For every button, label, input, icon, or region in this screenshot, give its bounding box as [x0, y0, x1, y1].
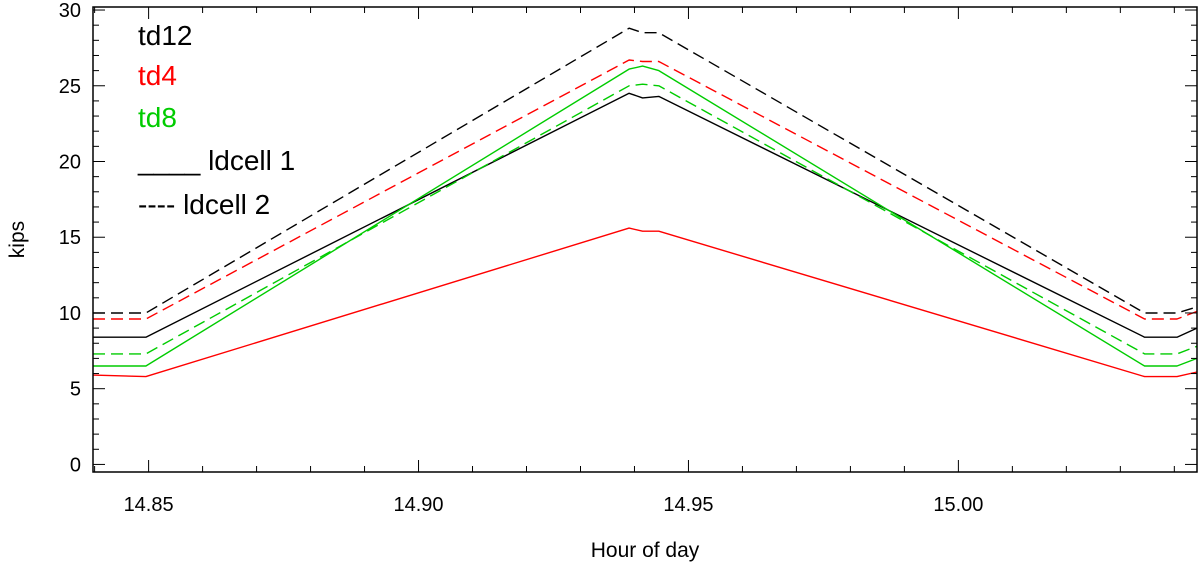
y-tick-label: 20	[59, 151, 81, 173]
y-tick-label: 25	[59, 76, 81, 98]
series-line-3	[92, 227, 1198, 378]
series-line-5	[93, 65, 1198, 367]
x-tick-label: 14.85	[124, 494, 174, 516]
series-line-4	[93, 59, 1198, 320]
legend-entry-td12: td12	[138, 20, 193, 51]
y-tick-label: 5	[70, 379, 81, 401]
series-line-6	[93, 83, 1198, 355]
x-axis-title: Hour of day	[591, 539, 700, 562]
series-line-1	[93, 92, 1198, 338]
x-tick-label: 14.95	[663, 494, 713, 516]
series-lines	[92, 27, 1198, 378]
series-line-2	[93, 27, 1198, 314]
y-tick-label: 0	[70, 454, 81, 476]
legend-entry-td8: td8	[138, 102, 177, 133]
y-tick-label: 15	[59, 227, 81, 249]
y-axis: 0 5 10 15 20 25 30	[59, 0, 1197, 476]
y-tick-label: 30	[59, 0, 81, 22]
x-axis: 14.85 14.90 14.95 15.00	[94, 7, 1175, 516]
legend: td12 td4 td8 ____ ldcell 1 ---- ldcell 2	[137, 20, 295, 220]
y-axis-title: kips	[6, 221, 29, 258]
legend-entry-ldcell-2: ---- ldcell 2	[138, 189, 270, 220]
plot-frame	[92, 6, 1198, 473]
x-tick-label: 14.90	[394, 494, 444, 516]
legend-entry-td4: td4	[138, 60, 177, 91]
y-tick-label: 10	[59, 303, 81, 325]
x-tick-label: 15.00	[933, 494, 983, 516]
legend-entry-ldcell-1: ____ ldcell 1	[137, 145, 295, 176]
